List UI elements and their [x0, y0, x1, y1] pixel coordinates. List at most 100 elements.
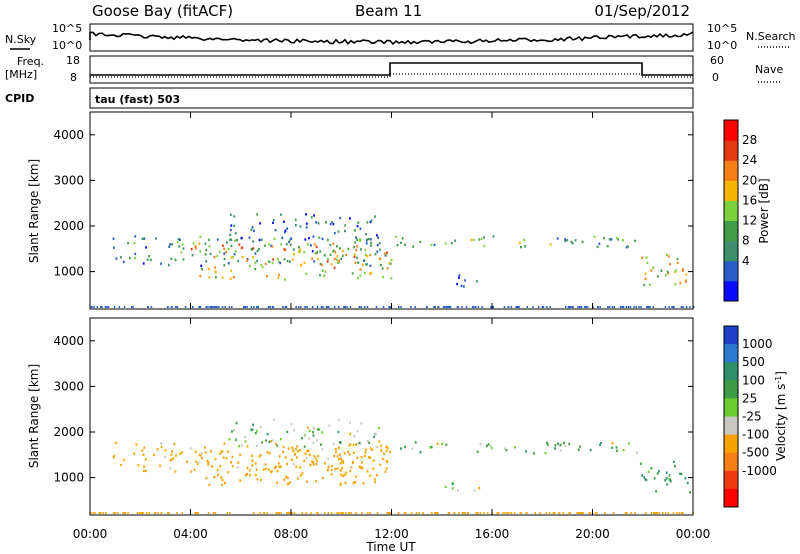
echo-cell: [134, 235, 137, 238]
echo-cell: [318, 236, 321, 239]
echo-cell: [355, 475, 357, 478]
echo-cell: [327, 512, 330, 514]
noise-panel: N.Sky 10^5 10^0 10^5 10^0 N.Search: [5, 22, 796, 52]
echo-cell: [639, 462, 642, 465]
echo-cell: [331, 464, 333, 468]
echo-cell: [215, 306, 218, 308]
echo-cell: [359, 239, 362, 243]
echo-cell: [381, 267, 384, 270]
echo-cell: [570, 240, 573, 244]
echo-cell: [341, 459, 344, 463]
echo-cell: [360, 306, 362, 308]
echo-cell: [472, 238, 475, 242]
echo-cell: [481, 306, 483, 308]
velocity-colorbar-label: Velocity [m s-1]: [774, 371, 788, 461]
echo-cell: [361, 461, 363, 464]
echo-cell: [198, 242, 201, 245]
freq-label: Freq.: [17, 55, 44, 68]
echo-cell: [385, 253, 388, 256]
echo-cell: [403, 512, 406, 514]
echo-cell: [330, 473, 333, 476]
colorbar-tick-label: 500: [742, 355, 765, 369]
echo-cell: [533, 452, 535, 455]
velocity-panel-frame: [89, 317, 694, 516]
echo-cell: [607, 306, 609, 308]
echo-cell: [353, 255, 356, 258]
colorbar-segment: [724, 140, 738, 161]
echo-cell: [371, 448, 374, 451]
echo-cell: [341, 466, 344, 470]
echo-cell: [486, 444, 488, 447]
echo-cell: [240, 237, 243, 240]
echo-cell: [261, 265, 264, 269]
echo-cell: [320, 306, 323, 308]
echo-cell: [267, 468, 270, 471]
echo-cell: [289, 512, 291, 514]
echo-cell: [666, 270, 669, 274]
echo-cell: [303, 445, 306, 448]
colorbar-tick-label: 16: [742, 193, 757, 207]
echo-cell: [342, 461, 345, 464]
echo-cell: [689, 491, 691, 494]
echo-cell: [578, 512, 581, 514]
echo-cell: [255, 444, 258, 447]
echo-cell: [267, 306, 270, 308]
echo-cell: [190, 470, 193, 473]
echo-cell: [584, 306, 586, 308]
echo-cell: [127, 242, 129, 245]
echo-cell: [256, 213, 258, 216]
cpid-panel-frame: [89, 87, 694, 109]
echo-cell: [444, 485, 447, 489]
echo-cell: [422, 512, 424, 514]
echo-cell: [213, 476, 216, 479]
echo-cell: [332, 222, 335, 226]
echo-cell: [146, 512, 148, 514]
nsky-trace: [89, 31, 694, 46]
echo-cell: [355, 248, 358, 252]
echo-cell: [363, 271, 366, 275]
echo-cell: [373, 478, 376, 481]
echo-cell: [331, 221, 333, 224]
echo-cell: [303, 435, 306, 438]
echo-cell: [117, 512, 119, 514]
echo-cell: [577, 306, 579, 308]
echo-cell: [348, 453, 351, 456]
echo-cell: [622, 449, 625, 452]
echo-cell: [329, 222, 332, 226]
echo-cell: [142, 453, 145, 456]
echo-cell: [383, 452, 385, 455]
echo-cell: [167, 512, 169, 514]
echo-cell: [289, 238, 291, 242]
echo-cell: [216, 469, 219, 472]
echo-cell: [195, 247, 197, 250]
echo-cell: [338, 259, 340, 263]
echo-cell: [286, 259, 289, 263]
echo-cell: [288, 240, 290, 244]
echo-cell: [181, 243, 184, 246]
echo-cell: [611, 446, 613, 449]
echo-cell: [369, 220, 372, 224]
echo-cell: [279, 261, 282, 265]
echo-cell: [502, 512, 504, 514]
echo-cell: [205, 260, 208, 263]
echo-cell: [232, 256, 234, 259]
echo-cell: [246, 445, 249, 448]
echo-cell: [390, 277, 393, 280]
echo-cell: [216, 238, 219, 241]
y-tick-label: 3000: [53, 379, 84, 393]
echo-cell: [653, 477, 656, 480]
echo-cell: [234, 250, 237, 253]
echo-cell: [226, 241, 228, 244]
echo-cell: [278, 465, 280, 468]
echo-cell: [364, 248, 367, 252]
echo-cell: [229, 233, 232, 237]
echo-cell: [182, 258, 185, 261]
echo-cell: [286, 476, 289, 480]
power-panel: 1000 2000 3000 4000 Slant Range [km] 28 24 20…: [27, 111, 771, 310]
echo-cell: [320, 443, 322, 446]
echo-cell: [386, 446, 389, 450]
echo-cell: [286, 512, 288, 514]
echo-cell: [610, 238, 613, 241]
echo-cell: [478, 487, 481, 490]
colorbar-tick-label: -25: [742, 410, 762, 424]
